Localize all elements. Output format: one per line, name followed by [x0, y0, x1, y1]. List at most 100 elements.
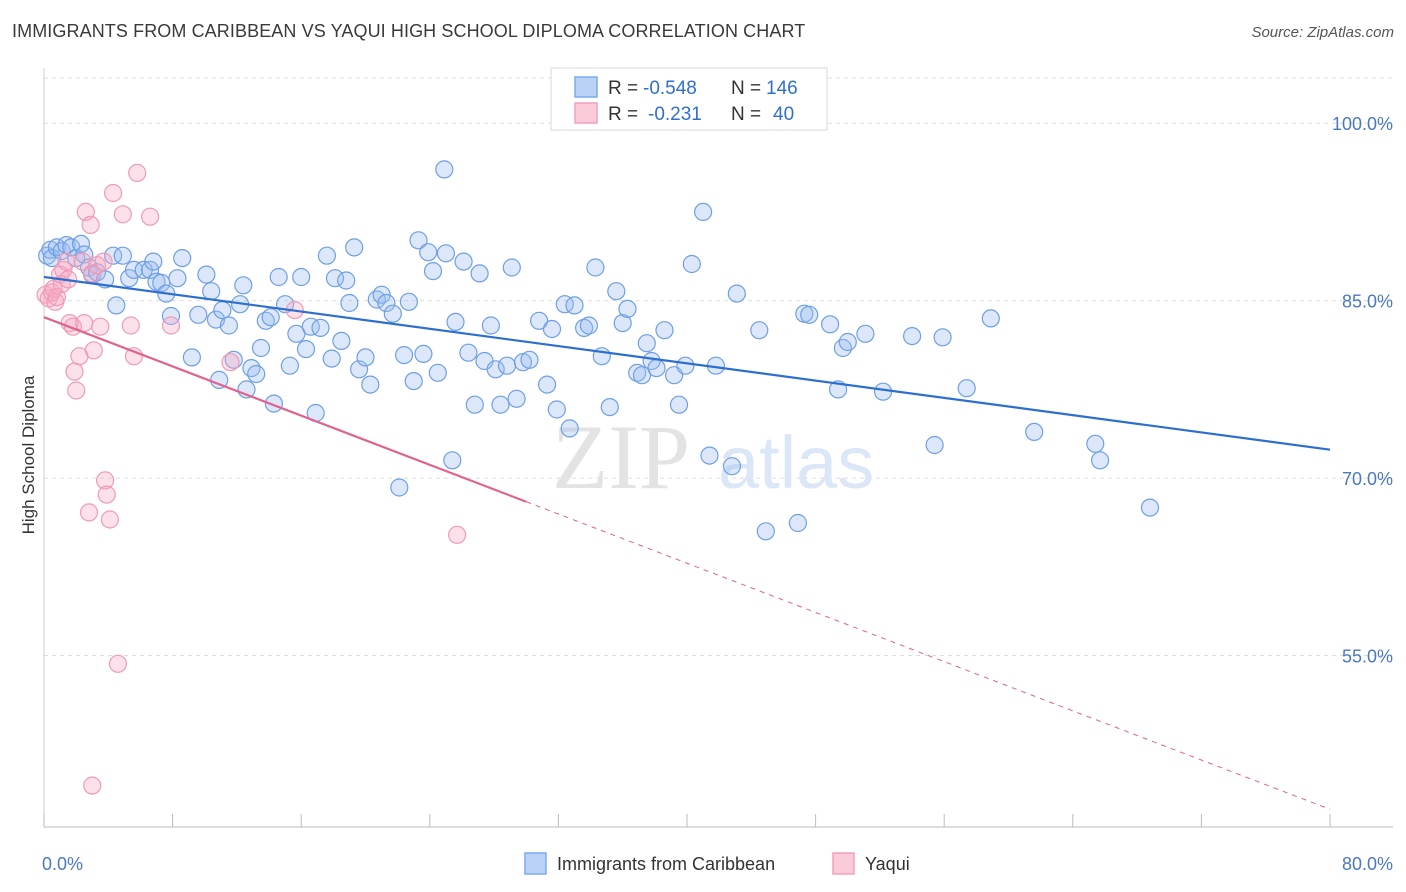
point-caribbean — [345, 238, 364, 257]
point-caribbean — [182, 348, 201, 367]
tick-labels: 55.0% 70.0% 85.0% 100.0% 0.0% 80.0% — [42, 114, 1393, 874]
point-caribbean — [269, 267, 288, 287]
point-yaqui — [79, 503, 99, 522]
legend-r-label-caribbean: R = — [608, 78, 638, 99]
point-yaqui — [124, 347, 144, 366]
point-yaqui — [81, 215, 100, 234]
point-caribbean — [637, 334, 656, 353]
point-caribbean — [256, 311, 275, 330]
point-caribbean — [520, 350, 539, 369]
point-yaqui — [113, 205, 132, 224]
point-caribbean — [311, 318, 330, 337]
point-yaqui — [108, 654, 128, 673]
point-caribbean — [446, 312, 465, 331]
point-caribbean — [507, 389, 526, 408]
y-tick-label: 55.0% — [1342, 646, 1393, 666]
point-yaqui — [141, 207, 160, 226]
point-caribbean — [399, 292, 418, 311]
point-caribbean — [395, 346, 414, 365]
point-caribbean — [628, 363, 647, 382]
watermark-atlas: atlas — [718, 421, 874, 504]
series-label-caribbean: Immigrants from Caribbean — [557, 854, 775, 874]
correlation-legend: R = -0.548 N = 146 R = -0.231 N = 40 — [550, 67, 828, 131]
legend-n-label-yaqui: N = — [731, 104, 761, 125]
legend-r-label-yaqui: R = — [608, 104, 638, 125]
point-caribbean — [750, 321, 769, 340]
point-caribbean — [317, 246, 336, 265]
point-caribbean — [1140, 498, 1160, 517]
point-caribbean — [933, 328, 952, 347]
point-caribbean — [242, 359, 261, 378]
point-caribbean — [197, 265, 216, 284]
point-caribbean — [565, 296, 584, 315]
point-caribbean — [491, 395, 510, 414]
legend-r-value-yaqui: -0.231 — [648, 104, 702, 125]
point-yaqui — [100, 510, 120, 529]
point-caribbean — [189, 305, 208, 324]
point-caribbean — [322, 349, 341, 368]
point-yaqui — [221, 353, 240, 372]
chart-title: IMMIGRANTS FROM CARIBBEAN VS YAQUI HIGH … — [12, 21, 806, 41]
point-caribbean — [168, 269, 187, 288]
point-caribbean — [459, 343, 478, 362]
point-caribbean — [1025, 422, 1044, 441]
point-caribbean — [113, 246, 132, 265]
point-caribbean — [669, 395, 689, 414]
point-caribbean — [586, 258, 605, 277]
point-yaqui — [448, 525, 467, 544]
point-caribbean — [902, 327, 922, 346]
point-caribbean — [800, 305, 819, 324]
point-caribbean — [700, 446, 719, 465]
point-yaqui — [121, 316, 140, 335]
point-caribbean — [340, 293, 359, 313]
point-yaqui — [65, 362, 84, 381]
point-caribbean — [470, 264, 489, 283]
point-yaqui — [83, 776, 102, 795]
point-caribbean — [756, 522, 775, 541]
point-caribbean — [443, 451, 462, 470]
point-caribbean — [292, 267, 311, 287]
point-caribbean — [301, 317, 320, 336]
point-yaqui — [161, 316, 181, 335]
point-yaqui — [57, 252, 76, 271]
point-caribbean — [727, 284, 746, 303]
point-yaqui — [67, 381, 86, 400]
point-caribbean — [1090, 451, 1110, 470]
x-tick-label-min: 0.0% — [42, 854, 83, 874]
trend-line-yaqui — [43, 316, 527, 503]
point-yaqui — [103, 183, 123, 203]
point-caribbean — [486, 360, 505, 379]
legend-swatch-yaqui — [574, 102, 598, 124]
point-caribbean — [693, 202, 713, 221]
y-axis-title: High School Diploma — [19, 375, 38, 534]
point-yaqui — [73, 252, 92, 271]
point-caribbean — [502, 258, 521, 277]
point-caribbean — [537, 375, 557, 394]
point-caribbean — [337, 271, 356, 290]
point-caribbean — [547, 400, 566, 419]
point-caribbean — [600, 398, 619, 417]
point-caribbean — [682, 254, 701, 274]
point-caribbean — [722, 457, 742, 476]
point-caribbean — [332, 331, 351, 350]
point-caribbean — [981, 309, 1000, 328]
legend-r-value-caribbean: -0.548 — [643, 78, 697, 99]
trend-lines — [43, 275, 1331, 810]
point-caribbean — [618, 299, 637, 318]
point-caribbean — [560, 419, 579, 438]
point-caribbean — [497, 356, 517, 375]
point-caribbean — [377, 293, 396, 313]
point-caribbean — [124, 260, 144, 279]
series-swatch-caribbean — [524, 852, 547, 875]
point-caribbean — [213, 301, 232, 320]
point-caribbean — [833, 338, 853, 358]
point-caribbean — [247, 364, 266, 384]
watermark: ZIP atlas — [552, 406, 874, 508]
legend-n-value-yaqui: 40 — [773, 104, 794, 125]
point-caribbean — [529, 311, 549, 330]
legend-n-value-caribbean: 146 — [766, 78, 798, 99]
point-caribbean — [409, 231, 428, 250]
point-caribbean — [42, 249, 62, 268]
point-caribbean — [607, 282, 626, 301]
